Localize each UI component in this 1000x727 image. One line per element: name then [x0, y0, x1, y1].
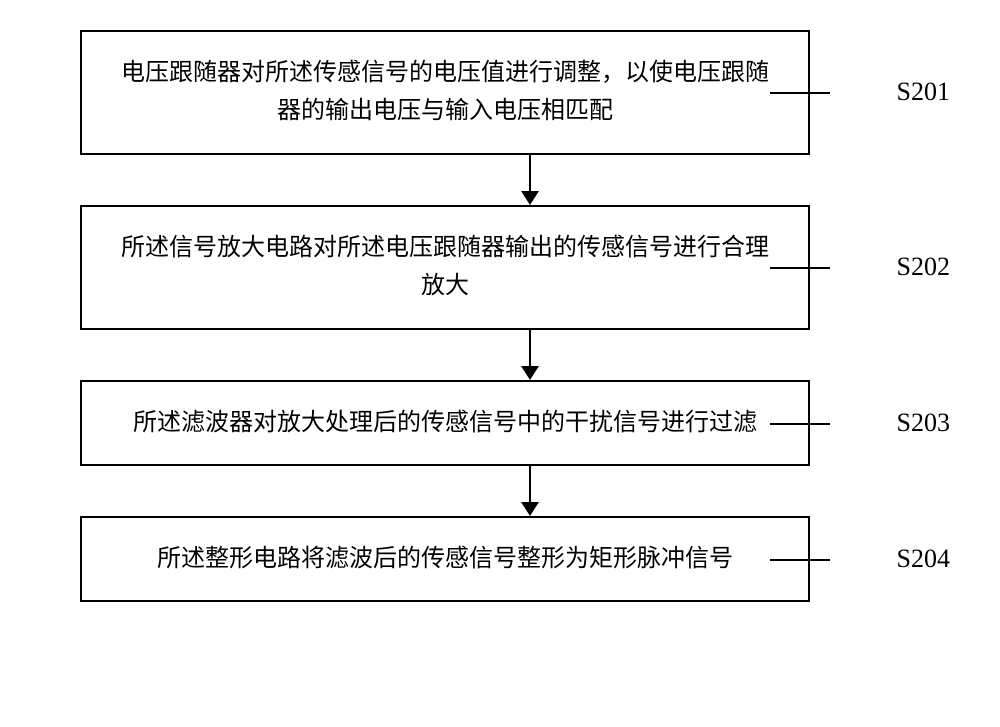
step-row-4: 所述整形电路将滤波后的传感信号整形为矩形脉冲信号 S204 [20, 516, 980, 602]
arrow-head-icon [521, 191, 539, 205]
connector-line-1 [770, 92, 830, 94]
arrow-line [529, 155, 531, 191]
connector-line-4 [770, 559, 830, 561]
step-label-4: S204 [897, 544, 950, 574]
connector-line-2 [770, 267, 830, 269]
step-text: 所述信号放大电路对所述电压跟随器输出的传感信号进行合理放大 [121, 235, 769, 299]
connector-line-3 [770, 423, 830, 425]
flowchart-container: 电压跟随器对所述传感信号的电压值进行调整，以使电压跟随器的输出电压与输入电压相匹… [20, 30, 980, 602]
step-text: 所述整形电路将滤波后的传感信号整形为矩形脉冲信号 [157, 546, 733, 572]
arrow-head-icon [521, 366, 539, 380]
step-row-3: 所述滤波器对放大处理后的传感信号中的干扰信号进行过滤 S203 [20, 380, 980, 466]
step-row-1: 电压跟随器对所述传感信号的电压值进行调整，以使电压跟随器的输出电压与输入电压相匹… [20, 30, 980, 155]
step-text: 电压跟随器对所述传感信号的电压值进行调整，以使电压跟随器的输出电压与输入电压相匹… [121, 60, 769, 124]
step-label-1: S201 [897, 77, 950, 107]
step-box-1: 电压跟随器对所述传感信号的电压值进行调整，以使电压跟随器的输出电压与输入电压相匹… [80, 30, 810, 155]
step-row-2: 所述信号放大电路对所述电压跟随器输出的传感信号进行合理放大 S202 [20, 205, 980, 330]
arrow-line [529, 330, 531, 366]
step-box-3: 所述滤波器对放大处理后的传感信号中的干扰信号进行过滤 [80, 380, 810, 466]
arrow-head-icon [521, 502, 539, 516]
step-label-3: S203 [897, 408, 950, 438]
step-label-2: S202 [897, 252, 950, 282]
step-box-2: 所述信号放大电路对所述电压跟随器输出的传感信号进行合理放大 [80, 205, 810, 330]
arrow-2 [165, 330, 895, 380]
step-box-4: 所述整形电路将滤波后的传感信号整形为矩形脉冲信号 [80, 516, 810, 602]
step-text: 所述滤波器对放大处理后的传感信号中的干扰信号进行过滤 [133, 410, 757, 436]
arrow-3 [165, 466, 895, 516]
arrow-line [529, 466, 531, 502]
arrow-1 [165, 155, 895, 205]
